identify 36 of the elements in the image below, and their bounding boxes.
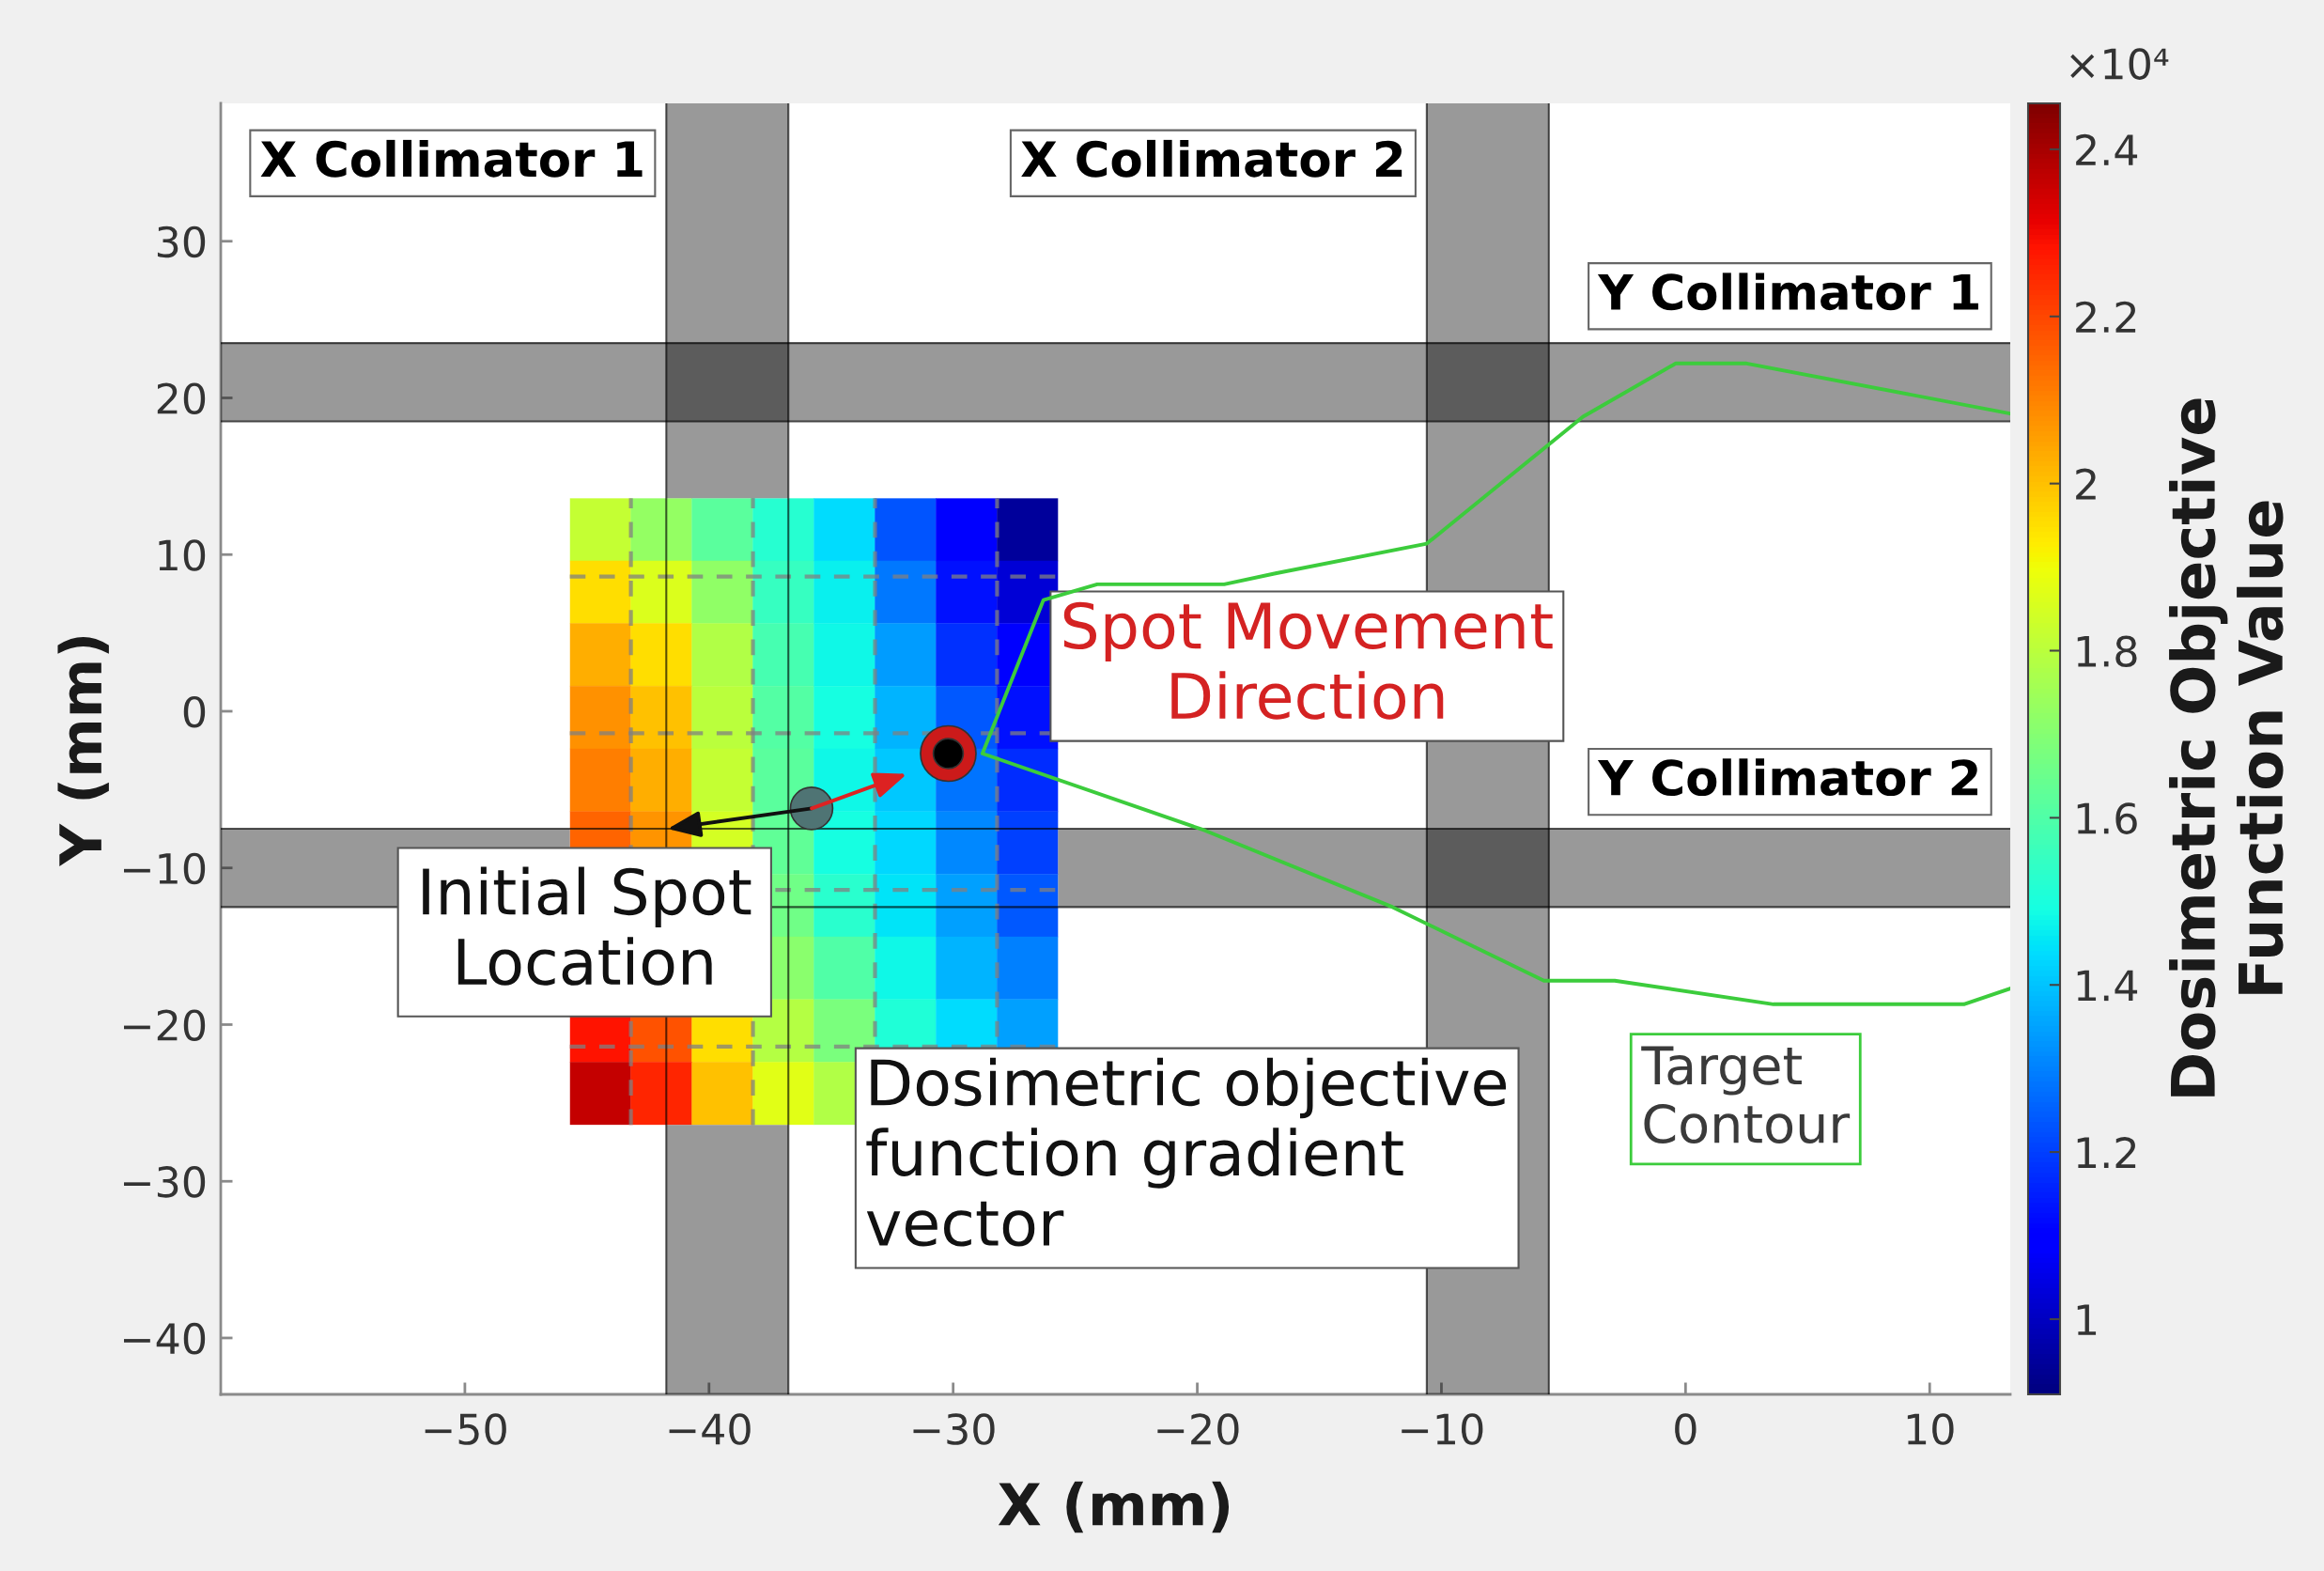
- x-tick-label: 0: [1675, 1413, 1697, 1445]
- y-tick-label: 0: [183, 695, 206, 728]
- color-bar-label: 2.4: [2076, 133, 2138, 165]
- color-bar-title: Dosimetric Objective Function Value: [2169, 398, 2284, 1097]
- y-tick-label: −20: [124, 1009, 206, 1041]
- x-tick-label: 10: [1907, 1413, 1954, 1445]
- line-series: [980, 361, 2010, 1006]
- x-axis-title: X (mm): [998, 1481, 1230, 1533]
- y-tick-label: 10: [159, 539, 206, 571]
- color-bar-label: 2.2: [2076, 301, 2136, 333]
- annotation: Initial Spot Location: [423, 866, 751, 986]
- color-bar-label: 1.8: [2077, 635, 2137, 668]
- x-tick-label: −30: [913, 1413, 995, 1445]
- band-label: Y Collimator 1: [1597, 272, 1978, 311]
- text: ×10⁴: [2070, 48, 2169, 80]
- band-label: X Collimator 1: [260, 139, 643, 178]
- x-tick-label: −10: [1402, 1413, 1483, 1445]
- band-label: Y Collimator 2: [1597, 758, 1977, 797]
- y-tick-label: 30: [157, 226, 206, 258]
- y-axis-title: Y (mm): [57, 636, 109, 866]
- annotation: Dosimetric objective function gradient vector: [866, 1057, 1506, 1247]
- color-bar-label: 2: [2076, 468, 2096, 500]
- color-bar-label: 1.4: [2077, 970, 2138, 1002]
- x-tick-label: −40: [669, 1413, 751, 1445]
- color-bar-label: 1.2: [2077, 1137, 2136, 1168]
- series-label: Target Contour: [1641, 1046, 1851, 1144]
- x-tick-label: −50: [425, 1413, 506, 1445]
- color-bar-label: 1: [2077, 1304, 2097, 1335]
- x-tick-label: −20: [1157, 1413, 1239, 1445]
- color-bar-label: 1.6: [2077, 802, 2137, 834]
- band-label: X Collimator 2: [1021, 139, 1402, 178]
- annotation: Spot Movement Direction: [1063, 601, 1553, 720]
- y-tick-label: −30: [124, 1166, 206, 1198]
- y-tick-label: −10: [124, 852, 206, 885]
- y-tick-label: 20: [157, 382, 206, 414]
- y-tick-label: −40: [124, 1322, 206, 1355]
